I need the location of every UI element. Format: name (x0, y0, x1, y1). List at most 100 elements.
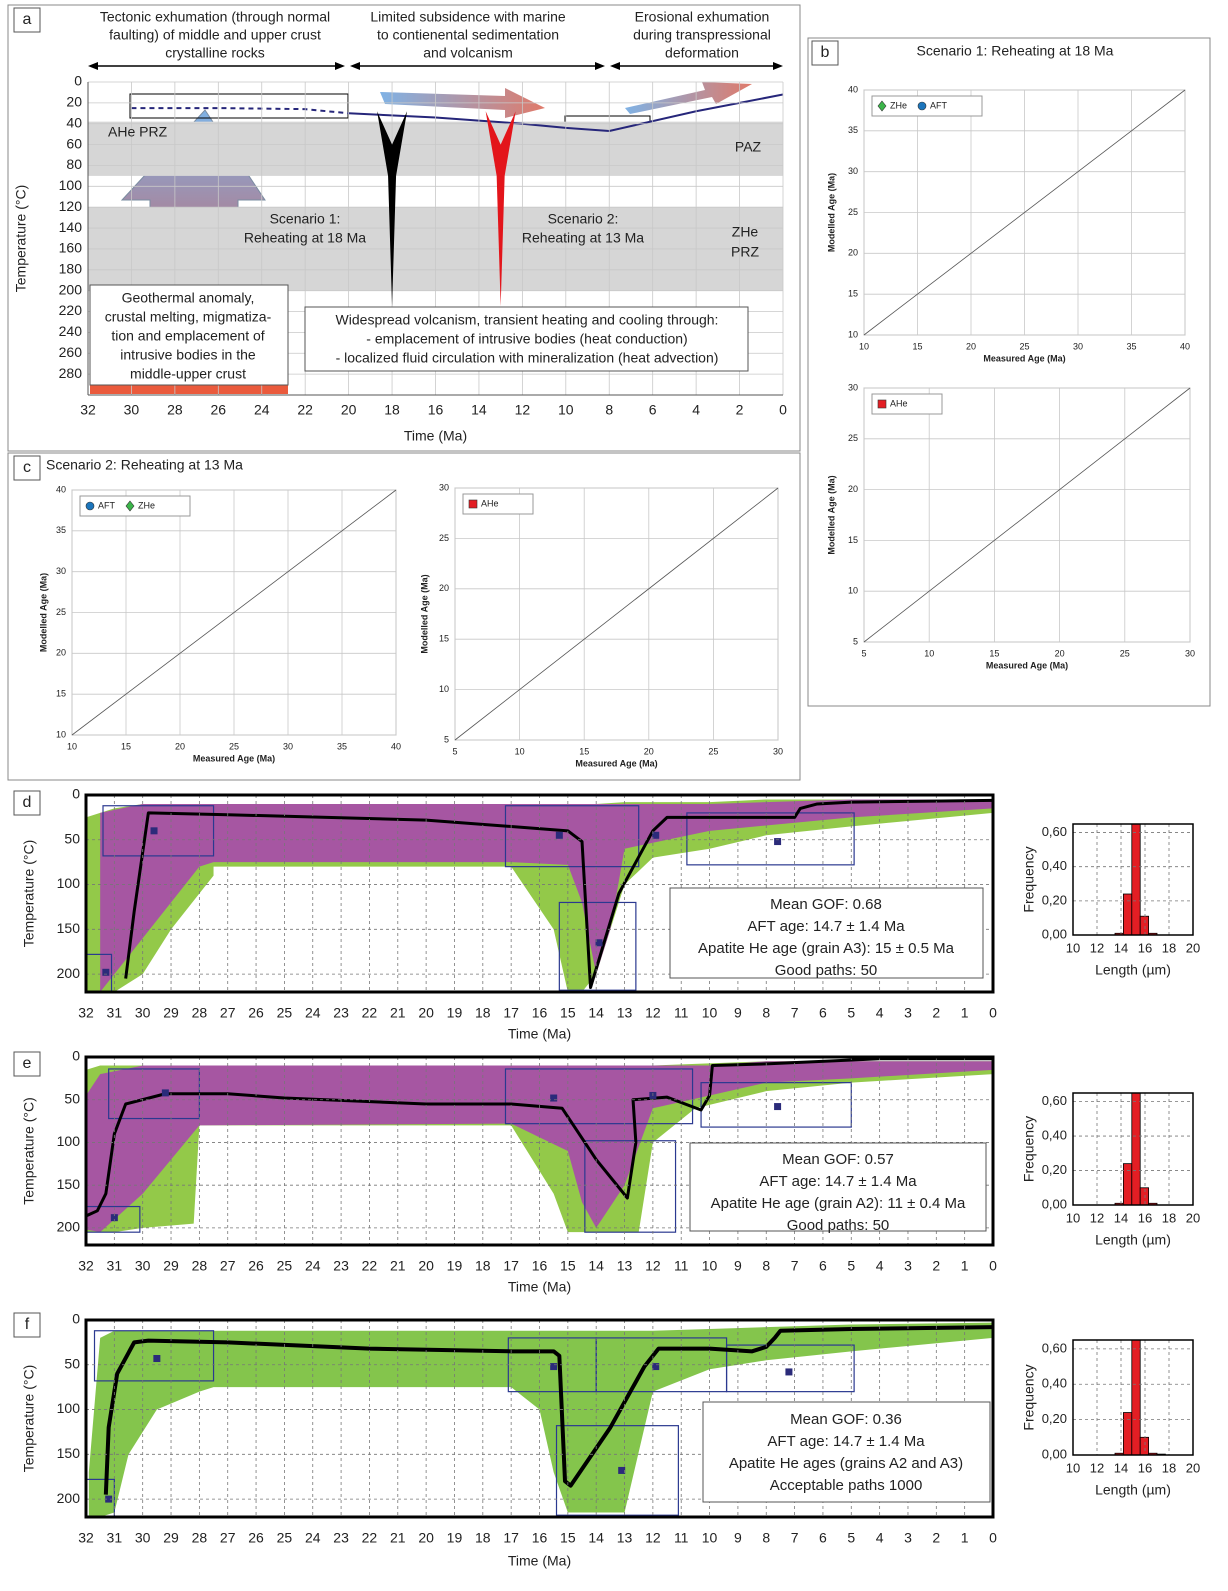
y-tick-label: 20 (439, 583, 449, 593)
y-tick-label: 200 (59, 281, 83, 297)
x-tick-label: 3 (904, 1530, 912, 1546)
arrow-head (773, 62, 783, 70)
x-tick-label: 24 (305, 1530, 321, 1546)
x-tick-label: 16 (1138, 1210, 1152, 1225)
x-axis-label: Measured Age (Ma) (983, 353, 1065, 363)
y-tick-label: 160 (59, 240, 83, 256)
x-tick-label: 19 (447, 1258, 463, 1274)
y-tick-label: 15 (439, 634, 449, 644)
y-tick-label: 20 (66, 94, 82, 110)
x-tick-label: 10 (702, 1530, 718, 1546)
y-axis-label: Temperature (°C) (21, 1097, 37, 1205)
annotation: Reheating at 13 Ma (522, 230, 644, 246)
x-axis-label: Measured Age (Ma) (575, 758, 657, 768)
x-tick-label: 0 (989, 1530, 997, 1546)
y-tick-label: 20 (848, 484, 858, 494)
chart-title: Scenario 2: Reheating at 13 Ma (46, 457, 243, 473)
x-tick-label: 10 (859, 341, 869, 351)
annotation: AHe PRZ (108, 124, 168, 140)
x-tick-label: 12 (645, 1530, 661, 1546)
y-tick-label: 40 (56, 484, 66, 494)
x-tick-label: 11 (674, 1005, 689, 1021)
y-tick-label: 0,00 (1042, 1446, 1067, 1461)
x-tick-label: 10 (702, 1258, 718, 1274)
panel-label: e (23, 1055, 32, 1072)
x-tick-label: 10 (515, 746, 525, 756)
x-tick-label: 16 (1138, 940, 1152, 955)
heat-base (90, 384, 288, 394)
annotation: Good paths: 50 (787, 1217, 890, 1234)
annotation-box (689, 1142, 987, 1232)
x-tick-label: 31 (107, 1005, 123, 1021)
x-tick-label: 10 (67, 741, 77, 751)
x-tick-label: 9 (734, 1005, 742, 1021)
legend-label: AFT (98, 500, 116, 510)
x-tick-label: 8 (762, 1005, 770, 1021)
annotation: Mean GOF: 0.68 (770, 896, 882, 913)
x-tick-label: 15 (560, 1258, 576, 1274)
x-tick-label: 10 (924, 648, 934, 658)
x-tick-label: 19 (447, 1530, 463, 1546)
panel-label-box (13, 455, 41, 481)
x-tick-label: 32 (78, 1258, 94, 1274)
y-tick-label: 15 (848, 289, 858, 299)
plot-border (84, 1055, 995, 1247)
x-axis-label: Time (Ma) (404, 428, 467, 444)
x-tick-label: 27 (220, 1005, 236, 1021)
x-axis-label: Length (µm) (1095, 962, 1171, 978)
annotation: Good paths: 50 (775, 962, 878, 979)
arrow-head (610, 62, 620, 70)
x-tick-label: 22 (297, 402, 313, 418)
y-tick-label: 0,60 (1042, 1093, 1067, 1108)
data-point (785, 1368, 793, 1376)
data-point (102, 968, 110, 976)
x-tick-label: 12 (645, 1258, 661, 1274)
y-tick-label: 35 (848, 125, 858, 135)
annotation: Scenario 2: (548, 211, 619, 227)
x-tick-label: 11 (674, 1530, 689, 1546)
panel-label-box (13, 1312, 41, 1338)
constraint-box (555, 1425, 679, 1516)
legend-marker (917, 101, 927, 111)
x-tick-label: 31 (107, 1258, 123, 1274)
y-tick-label: 30 (848, 166, 858, 176)
y-axis-label: Temperature (°C) (21, 1365, 37, 1473)
x-axis-label: Length (µm) (1095, 1482, 1171, 1498)
x-tick-label: 20 (1186, 1210, 1200, 1225)
x-tick-label: 30 (1185, 648, 1195, 658)
x-tick-label: 4 (692, 402, 700, 418)
x-tick-label: 20 (966, 341, 976, 351)
panel-label-box (13, 7, 41, 33)
chart-title: Scenario 1: Reheating at 18 Ma (917, 43, 1114, 59)
annotation: - localized fluid circulation with miner… (336, 350, 719, 366)
x-tick-label: 15 (560, 1005, 576, 1021)
legend-label: AHe (890, 398, 908, 408)
bar (1123, 1412, 1133, 1455)
x-tick-label: 4 (876, 1258, 884, 1274)
legend-marker (877, 100, 887, 112)
x-tick-label: 18 (384, 402, 400, 418)
x-tick-label: 10 (1066, 940, 1080, 955)
x-tick-label: 5 (847, 1258, 855, 1274)
x-tick-label: 18 (1162, 1210, 1176, 1225)
annotation: Acceptable paths 1000 (770, 1477, 923, 1494)
x-tick-label: 30 (135, 1258, 151, 1274)
legend-marker (468, 499, 478, 509)
y-tick-label: 50 (64, 1090, 80, 1106)
x-tick-label: 6 (819, 1530, 827, 1546)
x-tick-label: 12 (515, 402, 531, 418)
x-tick-label: 13 (617, 1530, 633, 1546)
annotation-box (702, 1401, 991, 1503)
y-tick-label: 100 (59, 177, 83, 193)
y-tick-label: 280 (59, 365, 83, 381)
panel-label-box (13, 790, 41, 816)
y-tick-label: 180 (59, 261, 83, 277)
x-tick-label: 10 (1066, 1210, 1080, 1225)
y-tick-label: 80 (66, 156, 82, 172)
legend (79, 495, 191, 517)
x-tick-label: 14 (1114, 940, 1128, 955)
x-tick-label: 32 (78, 1005, 94, 1021)
annotation: tion and emplacement of (111, 328, 264, 344)
